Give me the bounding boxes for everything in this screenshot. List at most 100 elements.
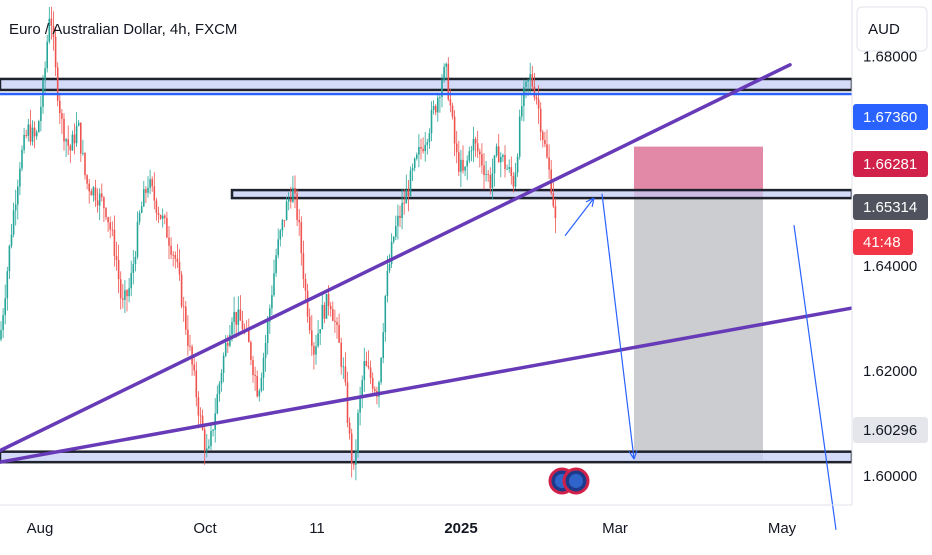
candle-body — [476, 143, 479, 152]
projection-arrow-2[interactable] — [601, 193, 638, 460]
zone-rectangle-3[interactable] — [0, 450, 854, 464]
candle-body — [237, 309, 240, 325]
candle-body — [105, 208, 107, 218]
candle-body — [46, 41, 48, 69]
candle-body — [195, 370, 198, 398]
candle-body — [468, 151, 471, 161]
candle-body — [25, 134, 27, 136]
candle-body — [319, 329, 321, 334]
candle-body — [147, 187, 149, 193]
candle-body — [512, 176, 515, 187]
candle-body — [233, 311, 235, 322]
candle-body — [71, 134, 74, 151]
candle-body — [21, 149, 23, 169]
candle-body — [481, 154, 483, 166]
candle-body — [48, 18, 51, 42]
candle-body — [342, 366, 345, 368]
candle-body — [6, 271, 9, 299]
candle-body — [227, 342, 229, 346]
candle-body — [63, 118, 65, 142]
candle-body — [218, 383, 221, 395]
candle-body — [418, 147, 420, 155]
candle-body — [29, 124, 32, 142]
candle-body — [241, 320, 244, 330]
candle-body — [497, 146, 500, 163]
candle-body — [159, 214, 162, 219]
trendline-1[interactable] — [0, 63, 792, 453]
candle-body — [409, 170, 412, 196]
candle-body — [174, 254, 177, 259]
candle-body — [367, 365, 370, 368]
candle-body — [94, 187, 97, 201]
candle-body — [453, 116, 456, 144]
candle-body — [8, 245, 11, 272]
candle-body — [371, 378, 374, 389]
trendline-2[interactable] — [0, 306, 854, 464]
candle-body — [508, 167, 510, 169]
candle-body — [298, 219, 300, 223]
candle-body — [54, 36, 57, 68]
candle-body — [69, 145, 72, 151]
candle-body — [434, 105, 437, 113]
candle-body — [514, 172, 517, 187]
candle-body — [521, 106, 523, 117]
candle-body — [380, 358, 382, 383]
candle-body — [212, 429, 214, 431]
zone-rectangle-1[interactable] — [0, 77, 854, 92]
candle-body — [149, 179, 151, 188]
candle-body — [399, 215, 401, 219]
chart-title: Euro / Australian Dollar, 4h, FXCM — [9, 21, 237, 38]
candle-body — [10, 234, 13, 246]
candle-body — [365, 360, 368, 366]
candle-body — [185, 306, 187, 330]
candle-body — [302, 253, 305, 279]
projection-arrow-3[interactable] — [793, 225, 837, 530]
candle-body — [206, 448, 208, 451]
candle-body — [531, 74, 534, 87]
candle-body — [493, 155, 496, 174]
candle-body — [357, 412, 359, 453]
candle-body — [0, 330, 2, 340]
candle-body — [151, 179, 153, 187]
candle-body — [470, 150, 473, 152]
candle-body — [88, 183, 90, 192]
drawings-layer[interactable] — [0, 63, 854, 530]
candle-body — [197, 397, 200, 416]
projection-arrow-1[interactable] — [564, 197, 595, 237]
candle-body — [510, 167, 513, 177]
candle-body — [535, 97, 538, 100]
candle-body — [157, 212, 160, 215]
candle-body — [187, 329, 189, 346]
candle-body — [378, 382, 380, 397]
currency-selector[interactable] — [856, 6, 928, 52]
candle-body — [390, 241, 393, 265]
price-tick-label: 1.62000 — [863, 363, 917, 380]
candle-body — [264, 342, 267, 358]
candle-body — [403, 202, 405, 204]
candle-body — [35, 132, 38, 137]
candle-body — [38, 121, 40, 133]
candle-body — [472, 138, 475, 151]
price-scale-background — [852, 0, 932, 550]
candle-body — [290, 199, 292, 202]
candle-body — [447, 63, 450, 100]
candle-body — [176, 258, 179, 262]
candle-body — [262, 357, 265, 378]
candle-body — [430, 109, 433, 134]
candle-body — [420, 147, 422, 149]
candle-body — [201, 415, 204, 430]
price-tick-label: 1.64000 — [863, 258, 917, 275]
candle-body — [84, 152, 86, 176]
candle-body — [254, 374, 256, 377]
candle-body — [487, 174, 489, 175]
candle-body — [235, 311, 237, 325]
candle-body — [136, 221, 139, 257]
candle-body — [134, 256, 137, 265]
candle-body — [500, 156, 502, 163]
candle-body — [392, 236, 395, 242]
zone-rectangle-2[interactable] — [230, 188, 854, 200]
candle-body — [103, 197, 105, 209]
candle-body — [117, 260, 120, 280]
